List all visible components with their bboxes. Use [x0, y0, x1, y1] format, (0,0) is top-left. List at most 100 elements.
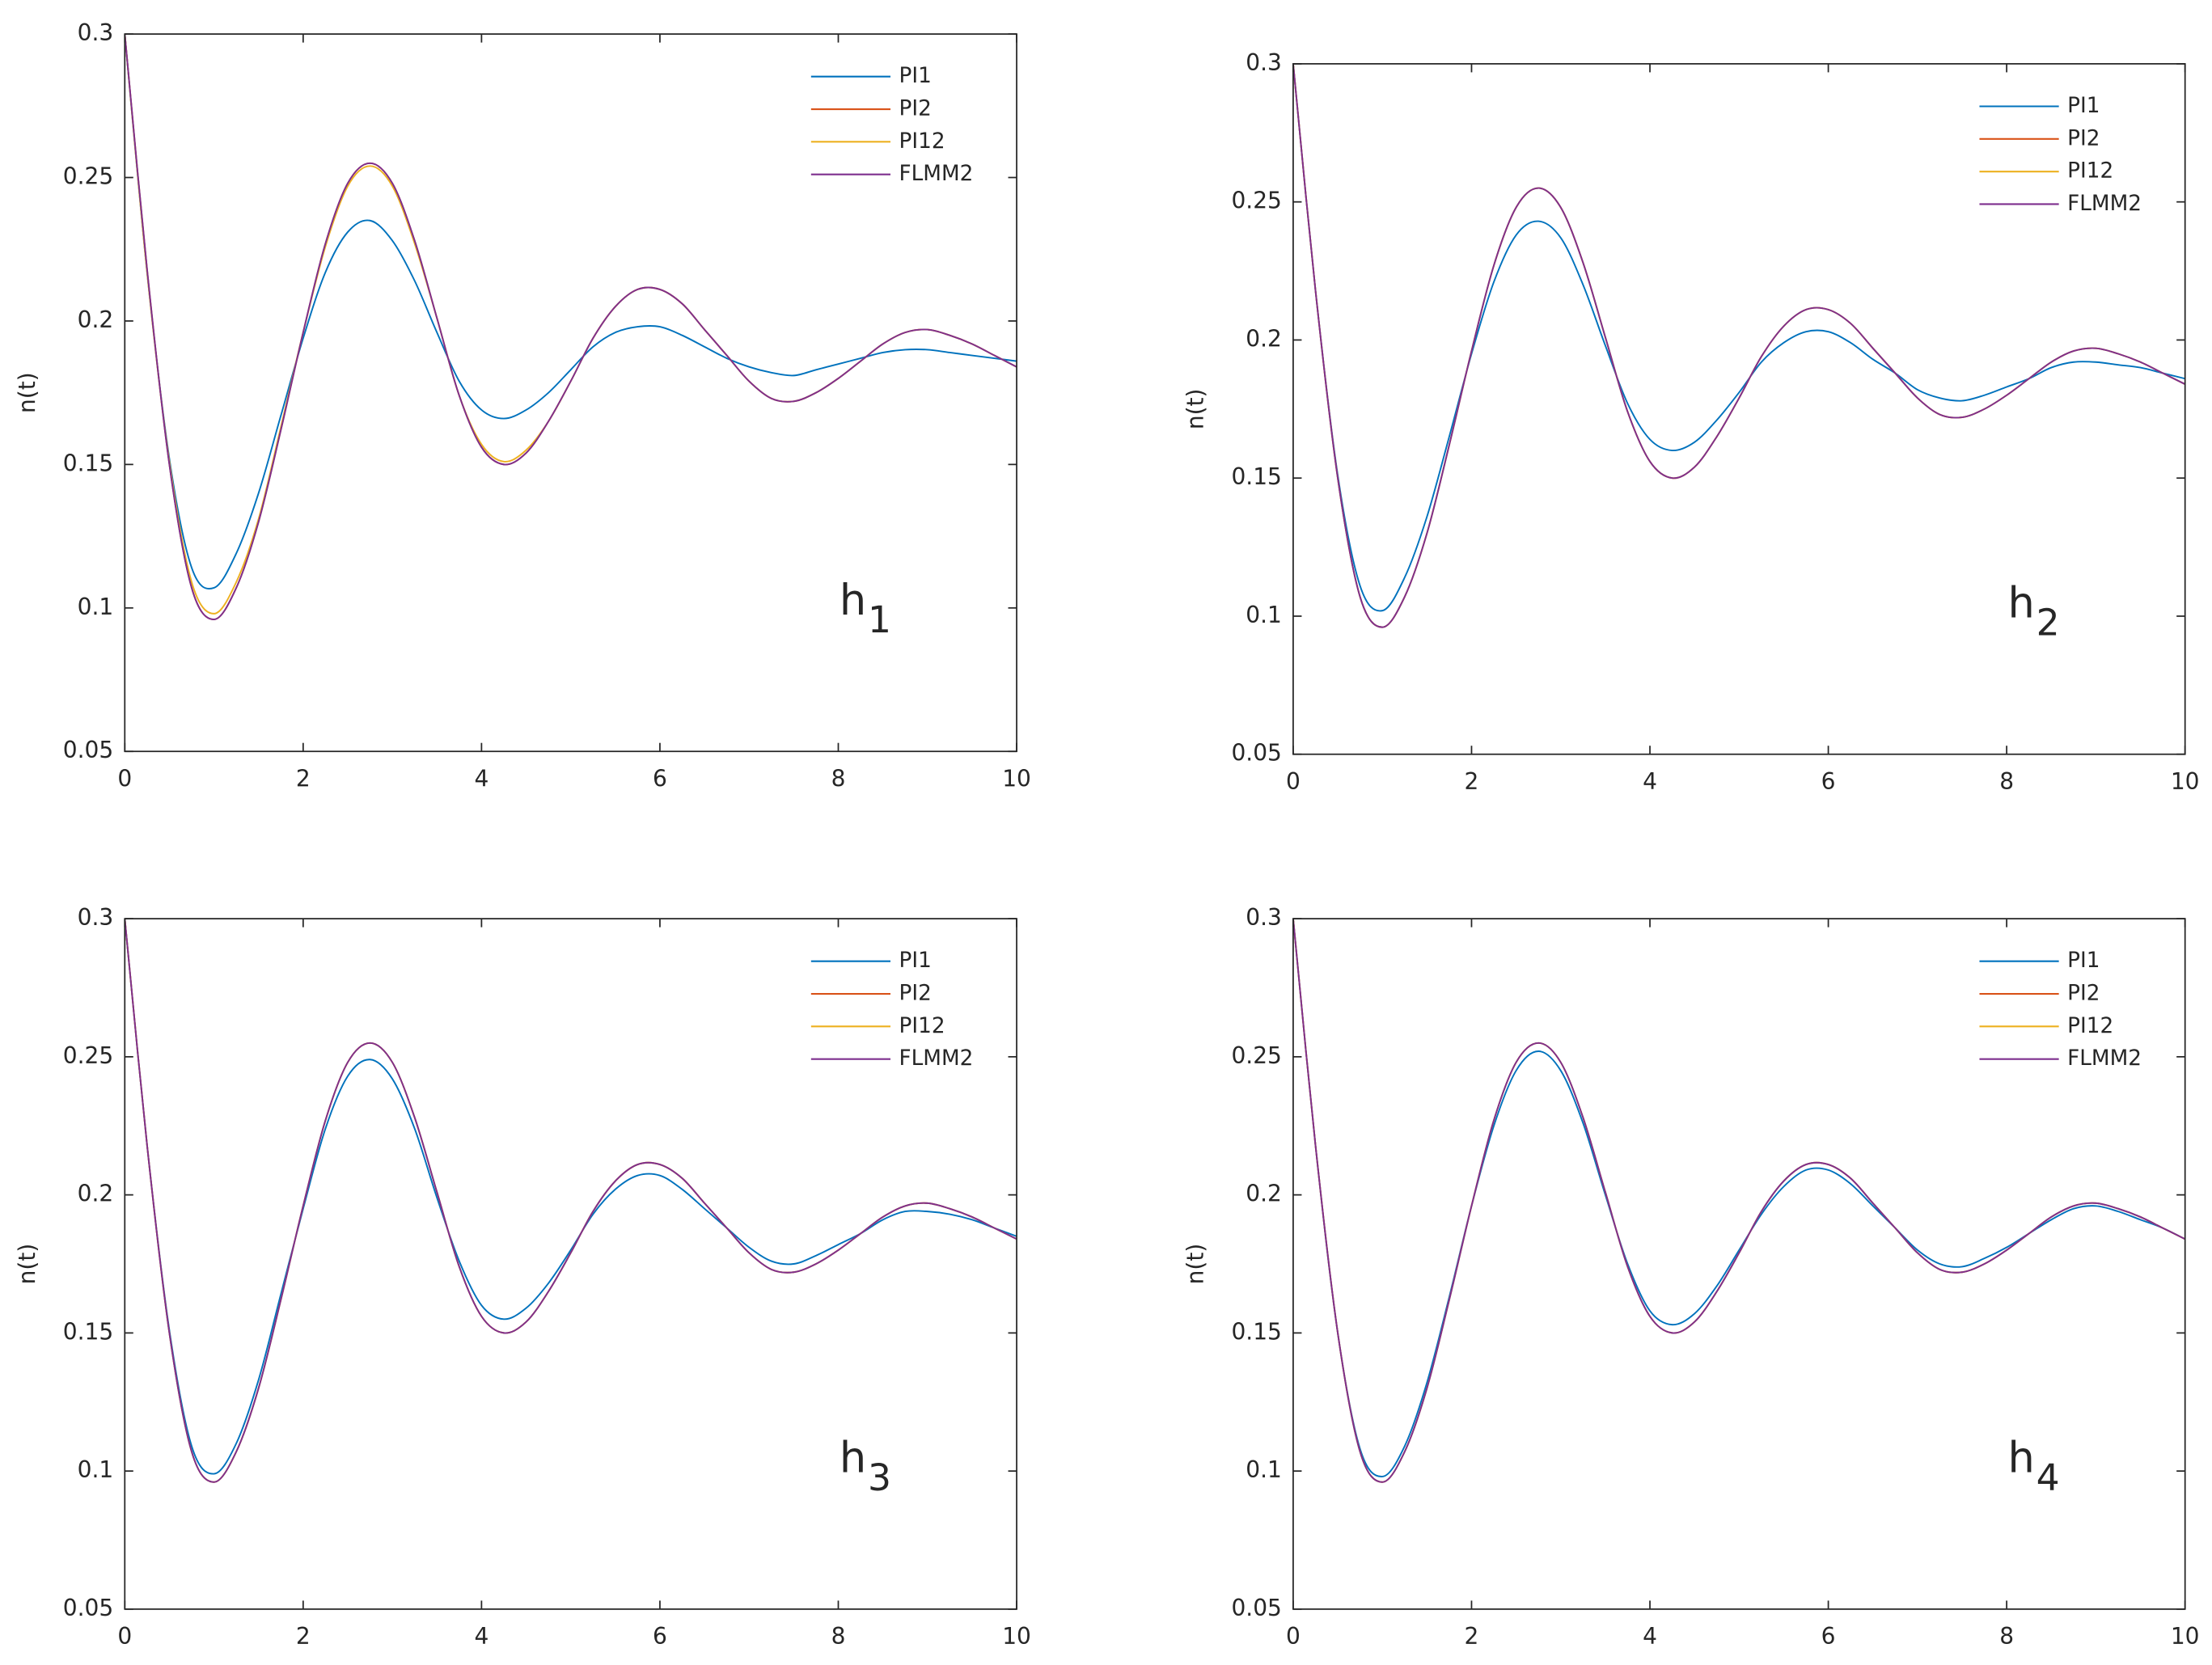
x-tick-label: 4 — [474, 765, 489, 792]
y-tick-label: 0.2 — [1246, 325, 1282, 352]
y-axis-label: n(t) — [1182, 1244, 1209, 1285]
x-tick-label: 8 — [1999, 768, 2014, 795]
plot-lines — [125, 919, 1017, 1483]
series-line — [125, 34, 1017, 590]
x-tick-label: 0 — [1286, 1623, 1301, 1650]
legend-label: PI2 — [899, 982, 932, 1006]
y-tick-label: 0.05 — [1231, 740, 1281, 767]
y-tick-label: 0.05 — [63, 1595, 113, 1621]
y-tick-label: 0.2 — [1246, 1181, 1282, 1207]
plot-area — [125, 34, 1017, 752]
legend-label: FLMM2 — [2067, 1046, 2142, 1071]
x-tick-label: 10 — [1002, 1623, 1031, 1650]
annotation-subscript: 3 — [868, 1456, 891, 1499]
legend-label: FLMM2 — [899, 1046, 974, 1071]
legend-label: PI12 — [899, 1014, 945, 1038]
annotation: h — [2008, 578, 2035, 628]
x-tick-label: 2 — [1465, 1623, 1479, 1650]
x-tick-label: 2 — [296, 765, 311, 792]
y-axis-label: n(t) — [1182, 388, 1209, 429]
x-tick-label: 6 — [1821, 768, 1836, 795]
series-line — [125, 34, 1017, 620]
y-tick-label: 0.3 — [78, 904, 114, 931]
plot-lines — [1292, 919, 2185, 1483]
plot-area — [125, 919, 1017, 1609]
series-line — [125, 919, 1017, 1483]
x-tick-label: 0 — [117, 765, 132, 792]
x-tick-label: 6 — [653, 1623, 667, 1650]
y-tick-label: 0.1 — [78, 1456, 114, 1483]
x-tick-label: 10 — [2171, 768, 2200, 795]
series-line — [125, 919, 1017, 1475]
y-tick-label: 0.15 — [63, 450, 113, 476]
series-line — [1292, 919, 2185, 1483]
x-tick-label: 10 — [1002, 765, 1031, 792]
plot-area — [1292, 63, 2185, 754]
x-tick-label: 0 — [117, 1623, 132, 1650]
legend-label: PI1 — [899, 949, 932, 973]
y-tick-label: 0.2 — [78, 306, 114, 333]
x-tick-label: 2 — [296, 1623, 311, 1650]
x-tick-label: 10 — [2171, 1623, 2200, 1650]
y-tick-label: 0.25 — [1231, 188, 1281, 214]
axes-box — [1292, 918, 2186, 1610]
y-axis-label: n(t) — [14, 372, 40, 413]
x-tick-label: 4 — [1643, 768, 1657, 795]
chart-panel: 0 2 4 6 8 10 0.05 0.1 0.15 0.2 0.25 0.3 n(t) PI1 PI2 PI… — [14, 19, 1031, 792]
plot-lines — [1292, 63, 2185, 628]
plot-area — [1292, 919, 2185, 1609]
x-tick-label: 8 — [1999, 1623, 2014, 1650]
legend-label: PI2 — [2067, 126, 2100, 150]
legend-label: PI12 — [2067, 1014, 2113, 1038]
y-tick-label: 0.25 — [63, 1042, 113, 1069]
y-tick-label: 0.25 — [1231, 1042, 1281, 1069]
annotation: h — [2008, 1433, 2035, 1482]
y-tick-label: 0.3 — [1246, 904, 1282, 931]
x-tick-label: 2 — [1465, 768, 1479, 795]
legend-label: FLMM2 — [2067, 192, 2142, 216]
series-line — [1292, 63, 2185, 612]
annotation-subscript: 1 — [868, 598, 891, 641]
x-tick-label: 6 — [653, 765, 667, 792]
axes-box — [124, 33, 1017, 753]
axes-box — [1292, 63, 2186, 755]
series-line — [1292, 63, 2185, 628]
x-tick-label: 8 — [831, 765, 846, 792]
annotation-subscript: 2 — [2036, 602, 2060, 644]
legend-label: PI12 — [899, 129, 945, 154]
x-tick-label: 8 — [831, 1623, 846, 1650]
legend-label: PI12 — [2067, 159, 2113, 184]
y-tick-label: 0.05 — [1231, 1595, 1281, 1621]
legend-label: PI2 — [899, 97, 932, 121]
annotation-subscript: 4 — [2036, 1456, 2060, 1499]
y-tick-label: 0.15 — [63, 1318, 113, 1345]
legend-label: FLMM2 — [899, 162, 974, 186]
y-axis-label: n(t) — [14, 1244, 40, 1285]
plot-lines — [125, 34, 1017, 620]
y-tick-label: 0.1 — [78, 594, 114, 620]
legend-label: PI1 — [2067, 94, 2100, 118]
y-tick-label: 0.1 — [1246, 602, 1282, 628]
y-tick-label: 0.25 — [63, 163, 113, 190]
y-tick-label: 0.3 — [78, 19, 114, 46]
annotation: h — [840, 576, 866, 625]
legend-label: PI2 — [2067, 982, 2100, 1006]
axes-box — [124, 918, 1017, 1610]
y-tick-label: 0.1 — [1246, 1456, 1282, 1483]
chart-panel: 0 2 4 6 8 10 0.05 0.1 0.15 0.2 0.25 0.3 n(t) PI1 PI2 PI… — [1182, 904, 2200, 1650]
y-tick-label: 0.05 — [63, 737, 113, 763]
x-tick-label: 0 — [1286, 768, 1301, 795]
chart-panel: 0 2 4 6 8 10 0.05 0.1 0.15 0.2 0.25 0.3 n(t) PI1 PI2 PI… — [14, 904, 1031, 1650]
x-tick-label: 4 — [474, 1623, 489, 1650]
y-tick-label: 0.15 — [1231, 1318, 1281, 1345]
x-tick-label: 6 — [1821, 1623, 1836, 1650]
x-tick-label: 4 — [1643, 1623, 1657, 1650]
y-tick-label: 0.3 — [1246, 49, 1282, 76]
chart-panel: 0 2 4 6 8 10 0.05 0.1 0.15 0.2 0.25 0.3 n(t) PI1 PI2 PI… — [1182, 49, 2200, 795]
legend-label: PI1 — [2067, 949, 2100, 973]
y-tick-label: 0.15 — [1231, 463, 1281, 490]
legend-label: PI1 — [899, 64, 932, 88]
annotation: h — [840, 1433, 866, 1482]
